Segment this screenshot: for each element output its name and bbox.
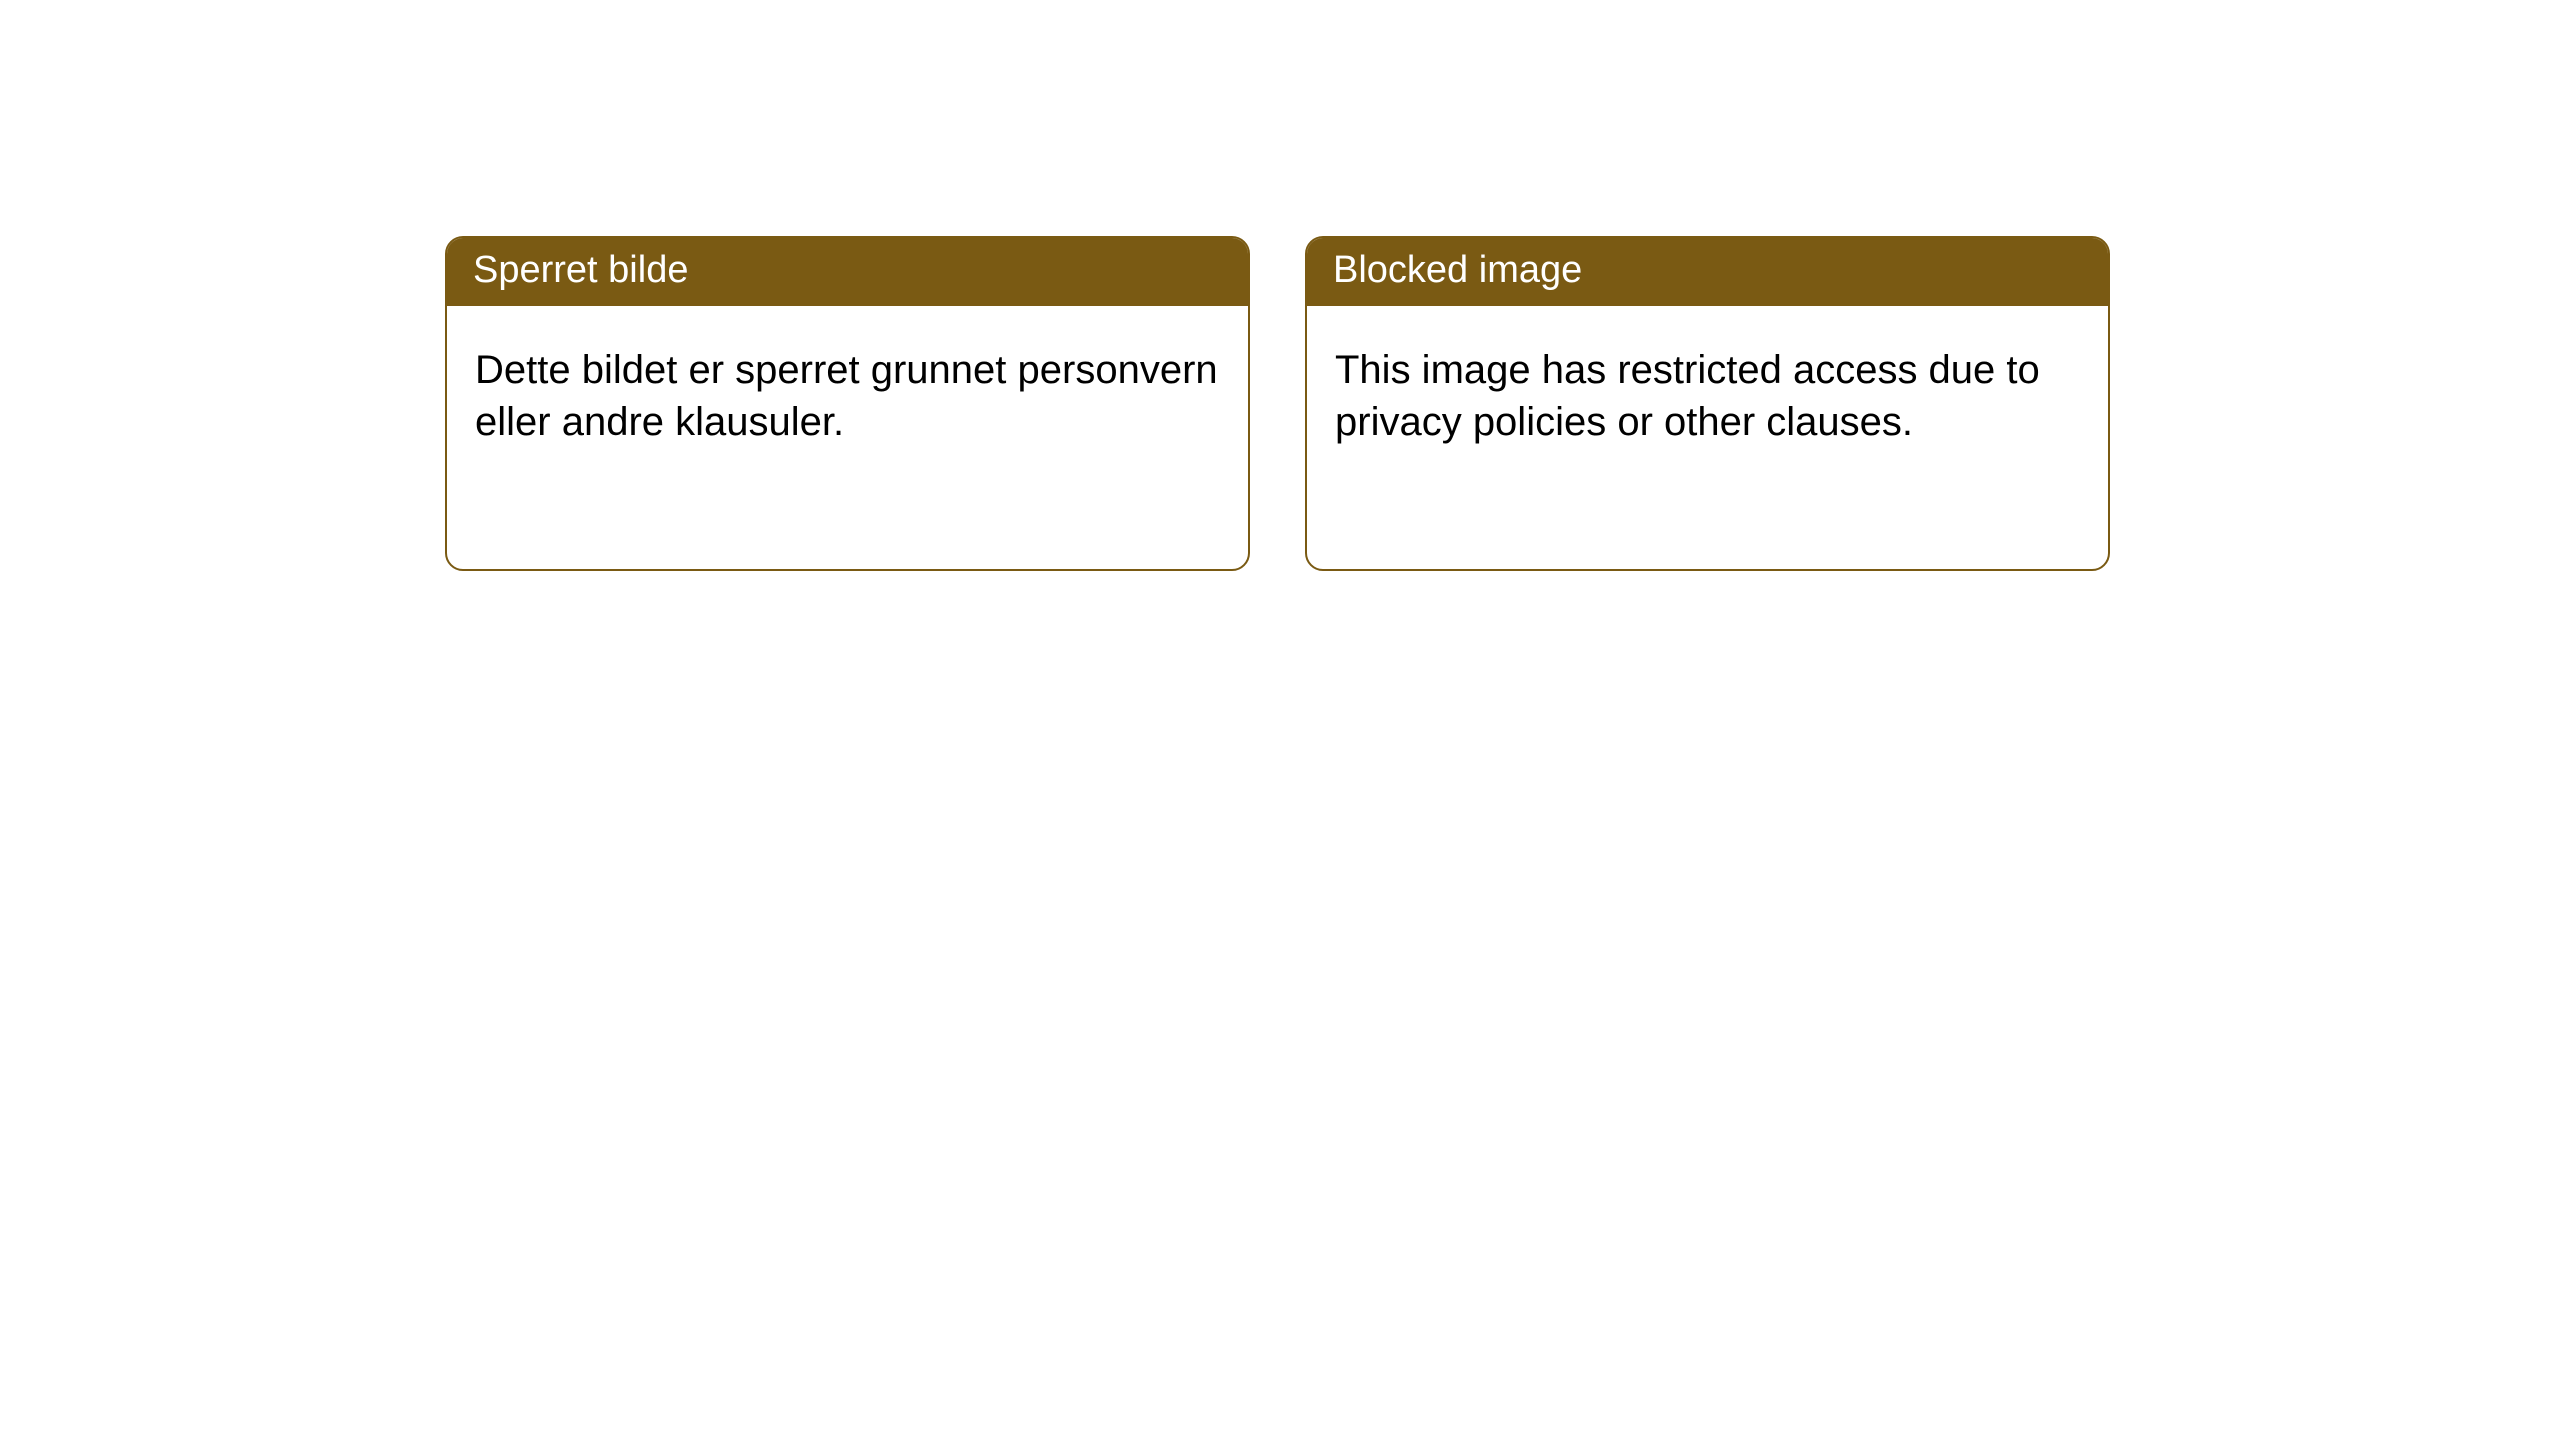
notice-message-english: This image has restricted access due to …: [1307, 306, 2108, 486]
notice-card-english: Blocked image This image has restricted …: [1305, 236, 2110, 571]
notice-title-english: Blocked image: [1307, 238, 2108, 306]
notice-message-norwegian: Dette bildet er sperret grunnet personve…: [447, 306, 1248, 486]
notice-card-norwegian: Sperret bilde Dette bildet er sperret gr…: [445, 236, 1250, 571]
notice-title-norwegian: Sperret bilde: [447, 238, 1248, 306]
blocked-image-notices: Sperret bilde Dette bildet er sperret gr…: [0, 0, 2560, 571]
